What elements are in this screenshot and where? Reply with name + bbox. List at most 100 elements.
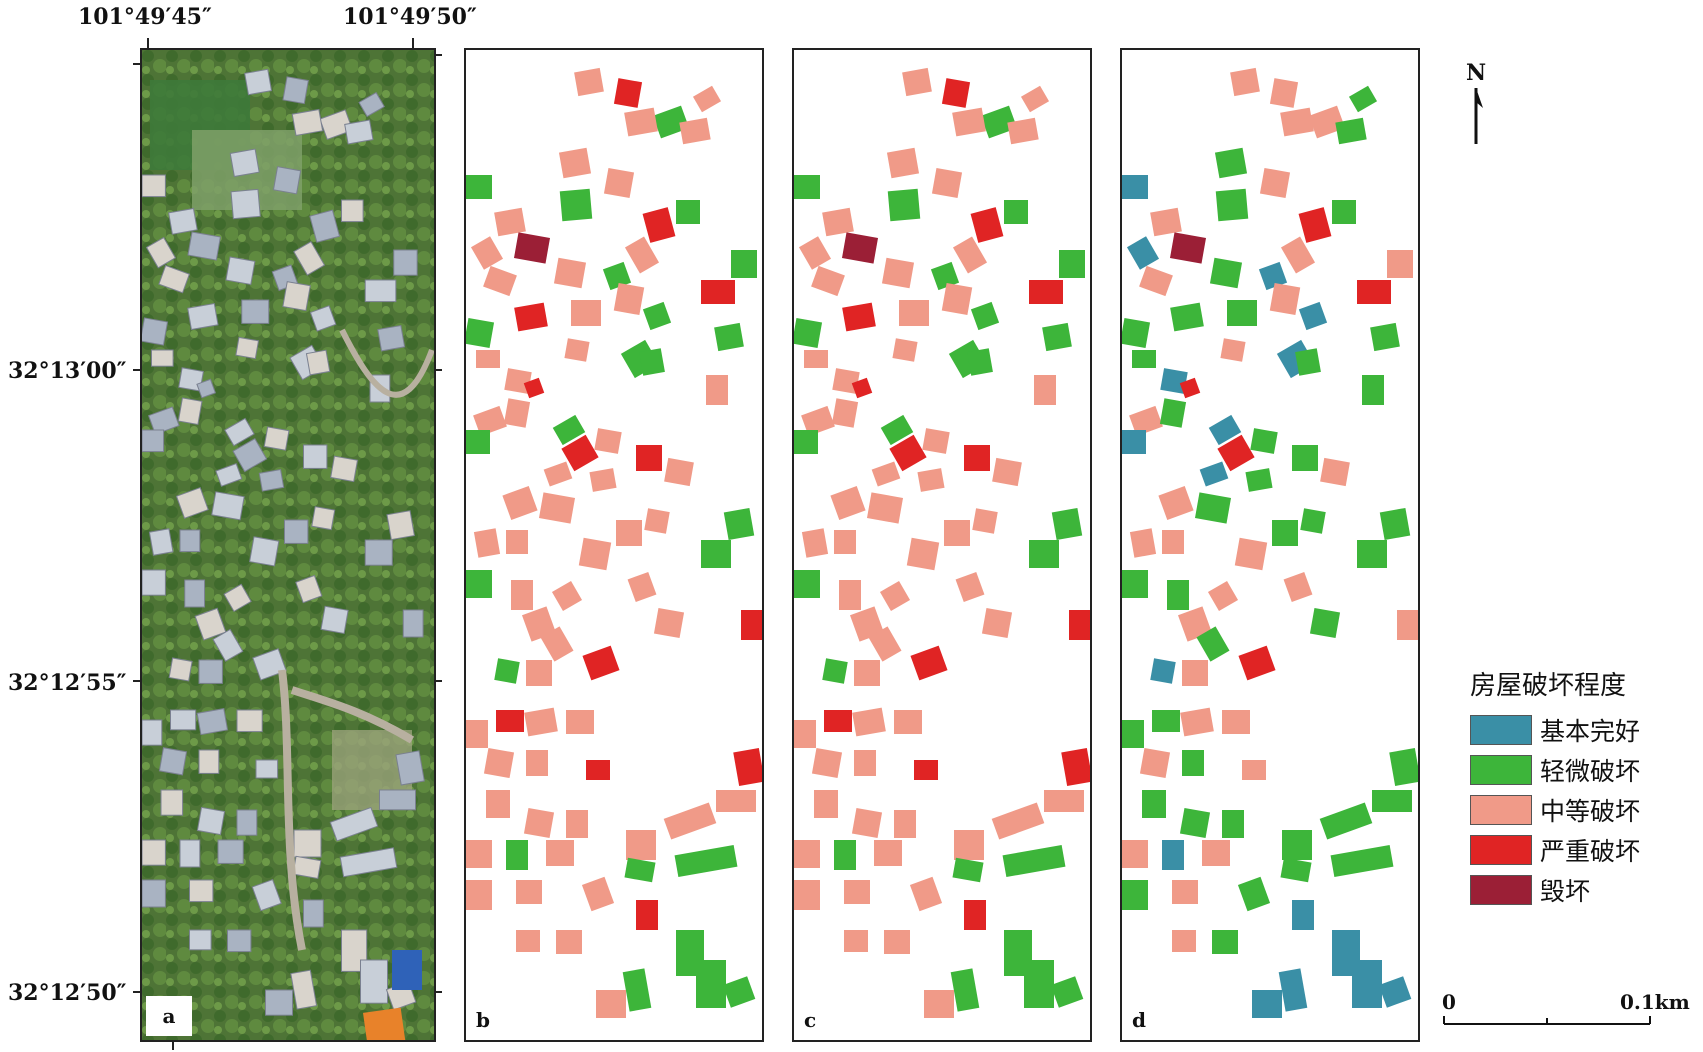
roof bbox=[344, 119, 374, 145]
building-moderate bbox=[516, 930, 540, 952]
building-moderate bbox=[811, 747, 843, 779]
roof bbox=[196, 708, 229, 736]
roof bbox=[230, 188, 261, 220]
building-moderate bbox=[564, 338, 590, 362]
building-moderate bbox=[543, 461, 573, 487]
building-moderate bbox=[466, 880, 492, 910]
building-moderate bbox=[558, 147, 592, 179]
longitude-label-left: 101°49′45″ bbox=[78, 4, 212, 30]
building-moderate bbox=[581, 876, 615, 912]
building-moderate bbox=[952, 236, 988, 274]
roof bbox=[236, 709, 263, 733]
building-slight bbox=[794, 570, 820, 598]
building-intact bbox=[1208, 414, 1242, 446]
building-severe bbox=[514, 302, 548, 332]
building-severe bbox=[970, 207, 1004, 243]
roof bbox=[386, 510, 415, 541]
roof bbox=[142, 569, 166, 596]
building-severe bbox=[613, 78, 643, 108]
building-severe bbox=[741, 610, 762, 640]
building-moderate bbox=[830, 485, 866, 521]
roof bbox=[311, 506, 336, 531]
building-severe bbox=[496, 710, 524, 732]
building-severe bbox=[561, 434, 599, 472]
roof bbox=[158, 264, 190, 294]
roof bbox=[196, 806, 226, 836]
building-moderate bbox=[794, 720, 816, 748]
building-slight bbox=[1215, 188, 1249, 222]
building-moderate bbox=[476, 350, 500, 368]
north-label: N bbox=[1465, 60, 1487, 86]
building-moderate bbox=[473, 528, 501, 558]
building-moderate bbox=[894, 810, 916, 838]
building-damage-map-b bbox=[466, 67, 762, 1018]
building-severe bbox=[941, 78, 971, 108]
building-intact bbox=[1199, 461, 1229, 487]
roof bbox=[252, 648, 287, 681]
building-moderate bbox=[589, 468, 617, 492]
roof bbox=[184, 579, 206, 608]
legend-swatch bbox=[1470, 795, 1532, 825]
roof bbox=[151, 349, 174, 367]
roof bbox=[227, 929, 252, 953]
building-destroyed bbox=[841, 232, 879, 264]
building-moderate bbox=[523, 807, 555, 839]
building-moderate bbox=[466, 840, 492, 868]
building-intact bbox=[1278, 968, 1308, 1012]
legend-label: 中等破坏 bbox=[1540, 797, 1641, 826]
building-moderate bbox=[1180, 707, 1214, 737]
roof bbox=[142, 719, 163, 746]
building-slight bbox=[494, 658, 520, 684]
building-slight bbox=[1330, 844, 1394, 878]
building-intact bbox=[1352, 960, 1382, 1008]
building-moderate bbox=[794, 840, 820, 868]
roof bbox=[249, 536, 280, 567]
building-slight bbox=[1332, 200, 1356, 224]
building-moderate bbox=[511, 580, 533, 610]
building-slight bbox=[1309, 607, 1341, 639]
building-slight bbox=[1222, 810, 1244, 838]
building-moderate bbox=[874, 840, 902, 866]
roof bbox=[265, 989, 293, 1016]
legend-title: 房屋破坏程度 bbox=[1470, 671, 1627, 701]
building-moderate bbox=[1034, 375, 1056, 405]
roof bbox=[292, 855, 322, 880]
building-moderate bbox=[603, 167, 635, 199]
building-moderate bbox=[1162, 530, 1184, 554]
roof bbox=[168, 207, 198, 235]
building-moderate bbox=[849, 606, 885, 642]
roof bbox=[329, 806, 379, 842]
building-moderate bbox=[852, 707, 886, 737]
building-slight bbox=[701, 540, 731, 568]
building-slight bbox=[1042, 322, 1072, 352]
roof bbox=[211, 491, 245, 521]
roof bbox=[295, 574, 323, 604]
building-moderate bbox=[1172, 880, 1198, 904]
panel-a-aerial-photo: a bbox=[140, 48, 436, 1042]
building-moderate bbox=[991, 802, 1045, 840]
legend-swatch bbox=[1470, 755, 1532, 785]
building-moderate bbox=[526, 660, 552, 686]
building-slight bbox=[1182, 750, 1204, 776]
building-moderate bbox=[663, 802, 717, 840]
building-slight bbox=[794, 175, 820, 199]
building-slight bbox=[466, 175, 492, 199]
roof bbox=[177, 397, 203, 426]
building-moderate bbox=[566, 810, 588, 838]
building-moderate bbox=[955, 571, 985, 603]
building-intact bbox=[1150, 658, 1176, 684]
building-moderate bbox=[794, 880, 820, 910]
building-severe bbox=[842, 302, 876, 332]
building-slight bbox=[696, 960, 726, 1008]
building-moderate bbox=[1283, 571, 1313, 603]
legend-swatch bbox=[1470, 875, 1532, 905]
building-moderate bbox=[822, 207, 854, 237]
roof bbox=[255, 759, 279, 779]
roof bbox=[282, 281, 311, 312]
building-severe bbox=[914, 760, 938, 780]
building-moderate bbox=[884, 930, 910, 954]
building-moderate bbox=[894, 710, 922, 734]
building-moderate bbox=[1242, 760, 1266, 780]
building-moderate bbox=[1177, 606, 1213, 642]
roof bbox=[145, 236, 177, 269]
